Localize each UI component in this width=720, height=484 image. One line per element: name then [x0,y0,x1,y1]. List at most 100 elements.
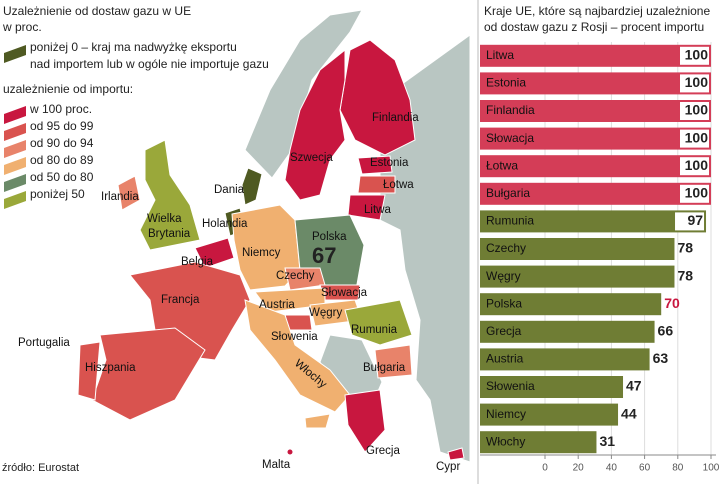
country [241,167,263,206]
country-label: Cypr [436,461,460,473]
bar [480,44,711,67]
category-label: Austria [486,352,524,366]
value-label: 100 [685,74,709,90]
category-label: Finlandia [486,103,535,117]
value-label: 100 [685,102,709,118]
category-label: Słowacja [486,131,534,145]
x-tick-label: 40 [606,463,618,474]
category-label: Czechy [486,241,526,255]
country-label: Malta [262,459,291,471]
country [344,389,386,453]
bar [480,376,624,398]
legend-swatch [4,174,26,192]
country-label: Francja [161,294,200,306]
bar [480,265,675,288]
country-label: Wielka [147,213,182,225]
value-label: 66 [658,323,674,339]
value-label: 100 [685,129,709,145]
country [357,155,393,175]
country [91,327,206,421]
value-label: 70 [664,295,680,311]
category-label: Polska [486,296,522,310]
value-label: 100 [685,157,709,173]
category-label: Słowenia [486,379,535,393]
country-label: Bułgaria [363,362,406,374]
x-tick-label: 20 [573,463,585,474]
country [284,48,346,201]
legend-item: od 95 do 99 [30,119,94,133]
country-label: Słowenia [271,331,318,343]
legend-item: od 50 do 80 [30,170,94,184]
country [339,39,416,156]
category-label: Litwa [486,48,514,62]
country-label: Austria [259,299,295,311]
chart-title: od dostaw gazu z Rosji – procent importu [484,20,704,34]
country-label: Belgia [181,256,214,268]
value-label: 78 [677,240,693,256]
bar [480,210,707,233]
value-label-box [680,129,709,148]
value-label-box [680,184,709,203]
country [304,413,331,429]
country [139,139,201,251]
country [374,344,413,379]
source: źródło: Eurostat [2,462,79,474]
country [344,299,413,346]
country-label: Finlandia [372,112,419,124]
country-label: Polska [312,231,347,243]
country-label: Niemcy [242,247,281,259]
country-label: Węgry [309,307,342,319]
legend-swatch [4,45,26,63]
category-label: Niemcy [486,407,526,421]
legend-swatch [4,191,26,209]
country [244,299,351,413]
bar [480,320,655,343]
country [194,237,235,269]
country-label: Irlandia [101,191,139,203]
country-label: Szwecja [290,152,333,164]
value-label: 44 [621,405,637,421]
bar [480,431,597,454]
country-label: Łotwa [383,179,414,191]
legend-item: poniżej 0 – kraj ma nadwyżkę eksportu [30,40,237,54]
country [357,175,396,194]
legend-item: od 80 do 89 [30,153,94,167]
bar [480,155,711,178]
country-label: Czechy [276,270,315,282]
country-label: Litwa [364,204,391,216]
value-label-box [680,102,709,120]
value-label-box [680,157,709,176]
category-label: Estonia [486,76,526,90]
country [231,204,301,291]
category-label: Rumunia [486,214,534,228]
x-tick-label: 60 [639,463,651,474]
bar [480,293,662,316]
legend-item: od 90 do 94 [30,136,94,150]
legend-swatch [4,157,26,175]
legend-title: Uzależnienie od dostaw gazu w UE [3,4,191,18]
category-label: Bułgaria [486,186,530,200]
country-label: Portugalia [18,337,70,349]
value-label: 31 [599,433,615,449]
legend-swatch [4,140,26,158]
value-label-box [680,74,709,93]
bar [480,127,711,150]
category-label: Grecja [486,324,522,338]
country-label: Dania [214,184,245,196]
x-tick-label: 80 [672,463,684,474]
country-value: 67 [312,243,336,268]
value-label-box [680,46,709,65]
country-label: Grecja [366,445,400,457]
country-label: Hiszpania [85,362,136,374]
chart-title: Kraje UE, które są najbardziej uzależnio… [484,4,710,18]
legend-heading: uzależnienie od importu: [3,82,133,96]
country [287,449,293,455]
country [347,194,386,221]
country-label: Rumunia [351,324,398,336]
value-label: 100 [685,185,709,201]
country-labels: Finlandia Szwecja Estonia Łotwa Litwa Da… [2,112,460,474]
bar [480,238,675,260]
country-label: Holandia [202,218,248,230]
country [117,175,141,211]
legend-item: nad importem lub w ogóle nie importuje g… [30,57,269,71]
